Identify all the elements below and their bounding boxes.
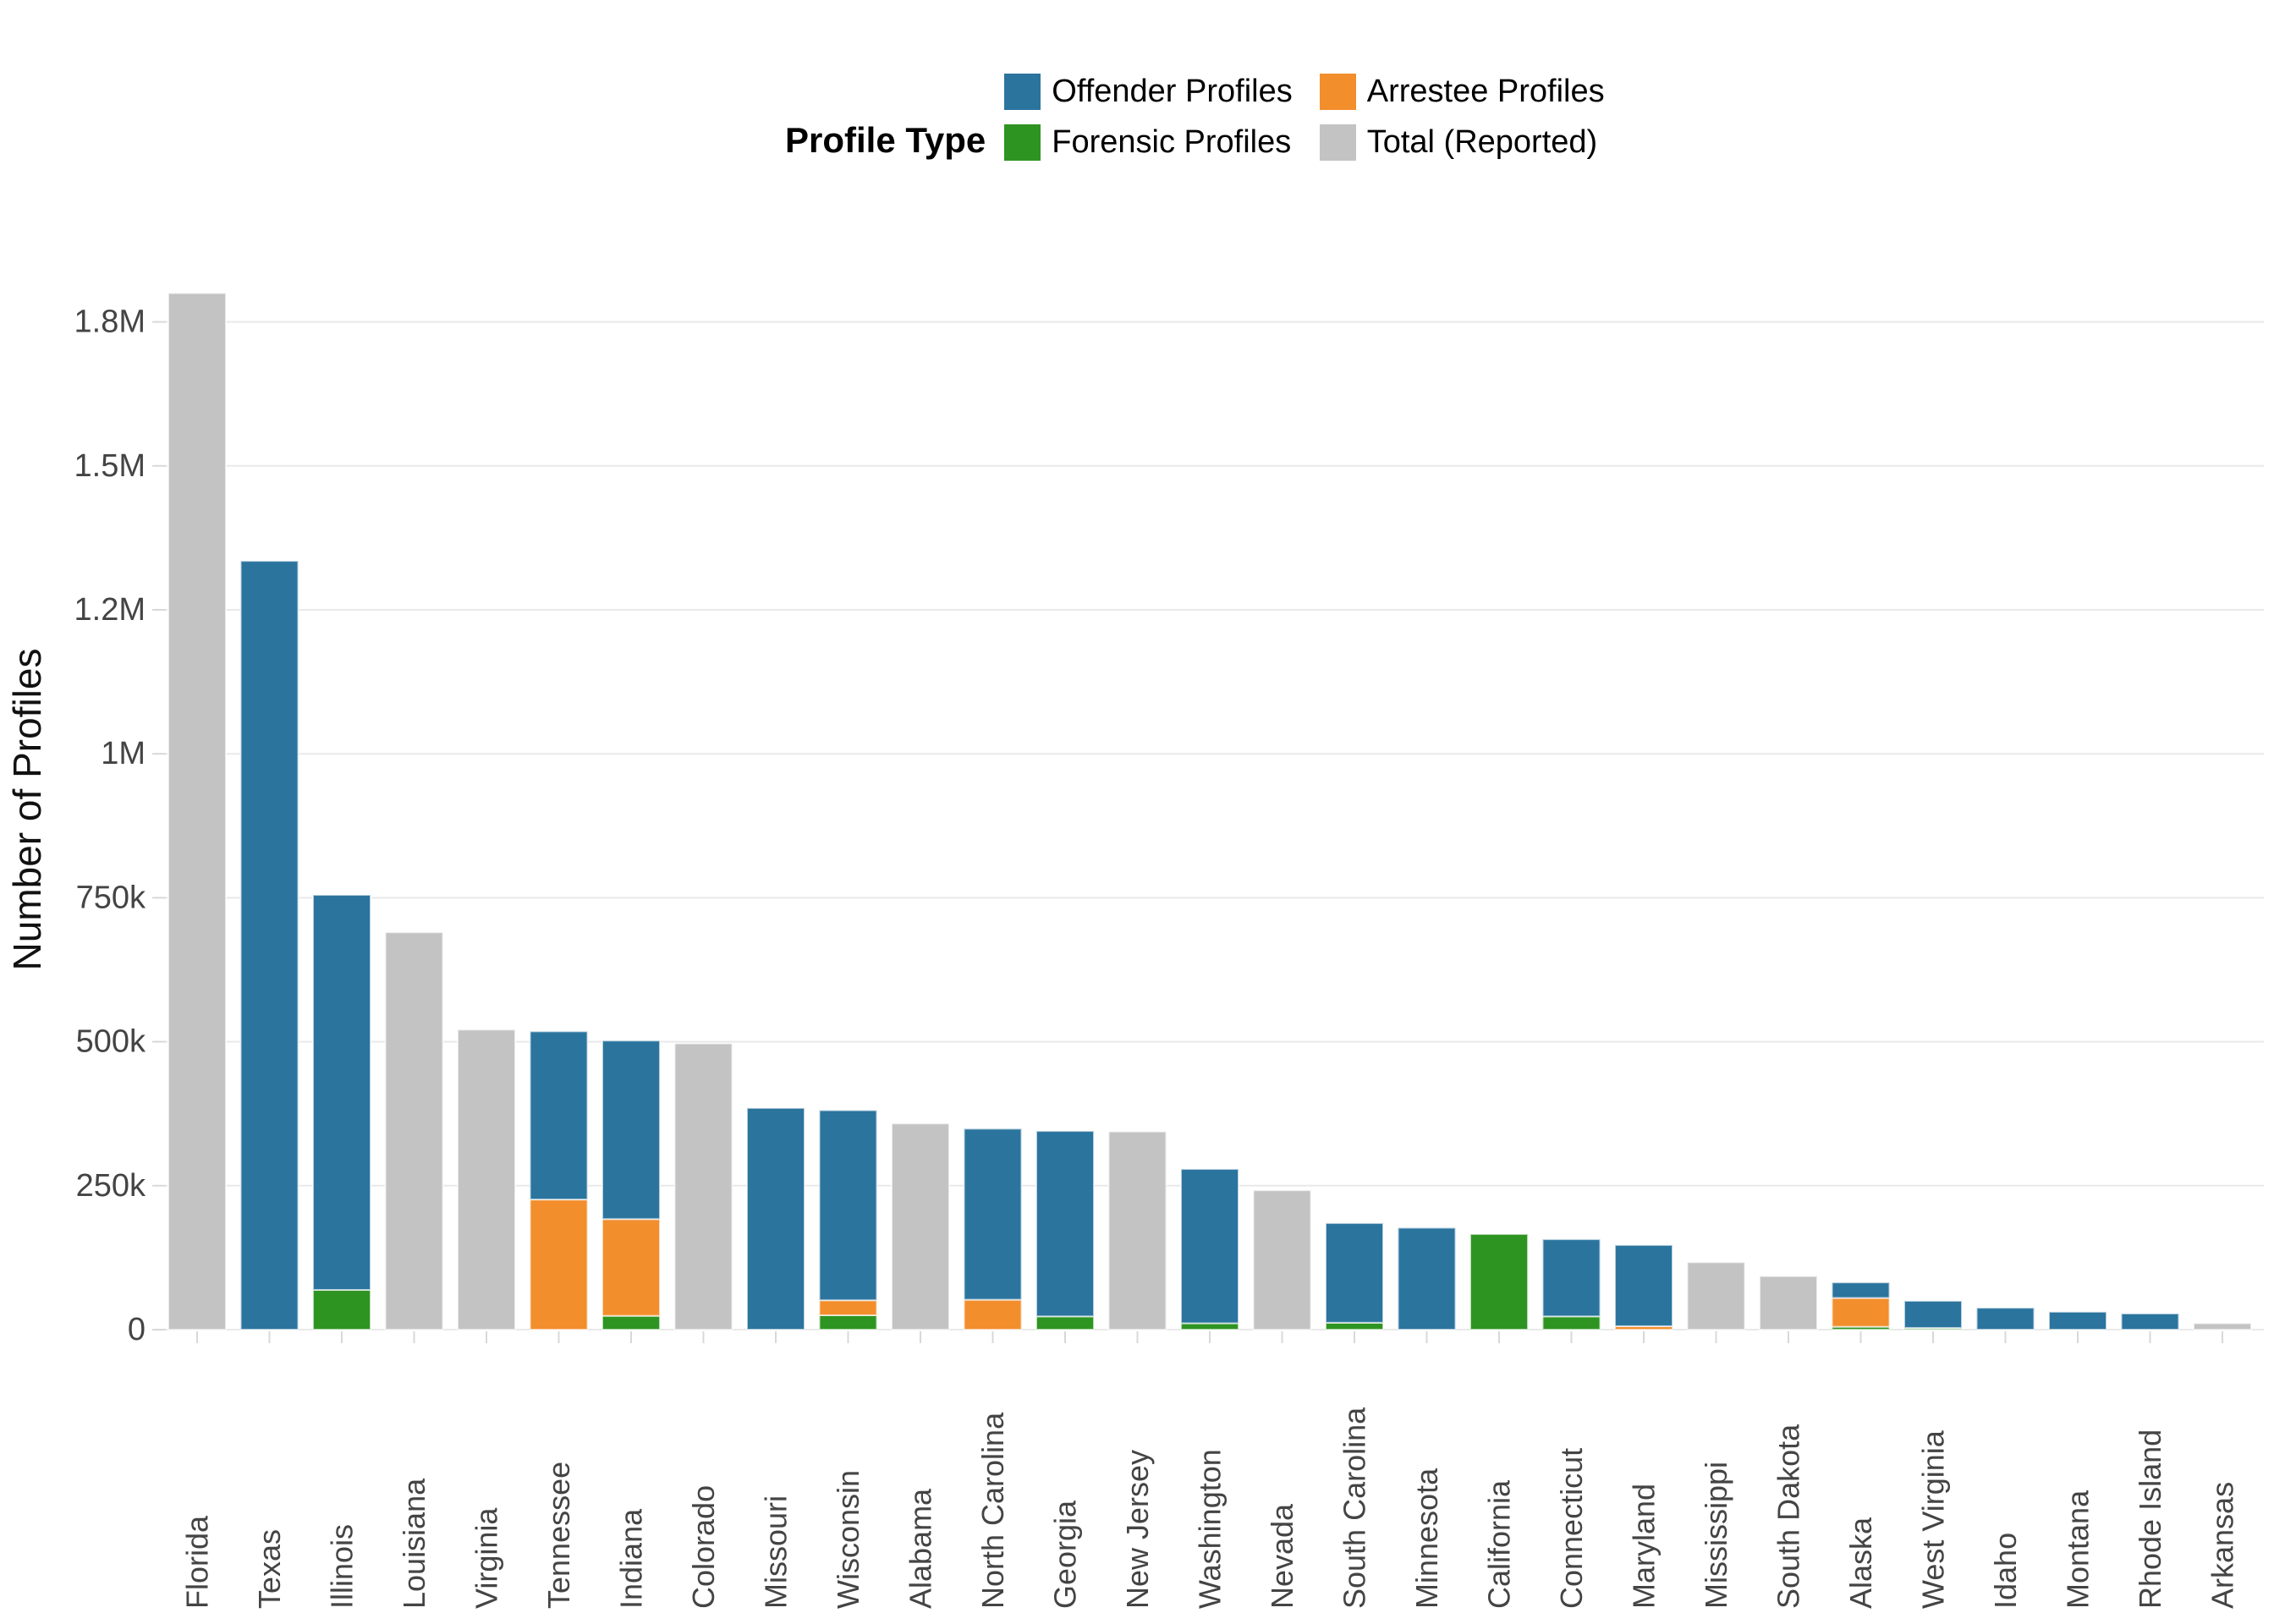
legend-label-forensic: Forensic Profiles [1052, 124, 1292, 160]
bar-segment-wisconsin-offender-profiles [818, 1109, 878, 1302]
x-tick-label-rhode-island: Rhode Island [2133, 1429, 2167, 1609]
x-tick-label-alabama: Alabama [904, 1488, 938, 1609]
bar-segment-indiana-arrestee-profiles [601, 1218, 661, 1317]
bar-segment-indiana-forensic-profiles [601, 1314, 661, 1330]
legend-title: Profile Type [785, 120, 986, 160]
x-tick-label-north-carolina: North Carolina [975, 1412, 1010, 1609]
total-reported-swatch-icon [1319, 123, 1356, 161]
x-tick-label-washington: Washington [1193, 1449, 1228, 1609]
legend-label-total: Total (Reported) [1366, 124, 1598, 160]
bar-segment-connecticut-offender-profiles [1541, 1238, 1601, 1318]
bar-segment-wisconsin-forensic-profiles [818, 1314, 878, 1330]
x-tick-label-minnesota: Minnesota [1409, 1468, 1444, 1609]
x-tick-label-illinois: Illinois [325, 1524, 360, 1609]
x-tick-label-colorado: Colorado [686, 1485, 721, 1609]
x-tick-label-florida: Florida [180, 1515, 215, 1609]
bar-segment-mississippi-total-reported- [1686, 1261, 1746, 1331]
bar-segment-south-dakota-total-reported- [1759, 1275, 1818, 1330]
bar-segment-georgia-offender-profiles [1035, 1130, 1095, 1318]
x-tick-label-idaho: Idaho [1988, 1533, 2023, 1609]
y-tick-label-500k: 500k [76, 1024, 146, 1060]
bar-segment-washington-offender-profiles [1180, 1168, 1239, 1325]
x-tick-label-south-dakota: South Dakota [1771, 1424, 1806, 1609]
x-tick-label-nevada: Nevada [1265, 1503, 1299, 1609]
x-tick-label-maryland: Maryland [1627, 1484, 1662, 1609]
bar-segment-colorado-total-reported- [673, 1042, 733, 1331]
x-tick-label-south-carolina: South Carolina [1337, 1407, 1372, 1609]
bar-segment-rhode-island-offender-profiles [2120, 1312, 2180, 1331]
x-tick-label-connecticut: Connecticut [1554, 1448, 1589, 1609]
x-tick-label-new-jersey: New Jersey [1120, 1450, 1155, 1609]
y-tick-label-0: 0 [128, 1312, 146, 1347]
x-tick-label-mississippi: Mississippi [1699, 1462, 1733, 1609]
x-tick-label-louisiana: Louisiana [397, 1478, 431, 1609]
bar-segment-louisiana-total-reported- [384, 931, 444, 1331]
bar-segment-alaska-offender-profiles [1831, 1281, 1891, 1299]
bar-segment-illinois-offender-profiles [312, 893, 371, 1292]
bar-segment-missouri-offender-profiles [746, 1106, 805, 1330]
x-tick-label-arkansas: Arkansas [2205, 1482, 2240, 1609]
y-tick-label-1-8m: 1.8M [74, 304, 146, 340]
bar-segment-washington-forensic-profiles [1180, 1322, 1239, 1331]
bar-segment-connecticut-forensic-profiles [1541, 1315, 1601, 1330]
x-tick-label-alaska: Alaska [1843, 1517, 1878, 1609]
bar-segment-south-carolina-offender-profiles [1325, 1222, 1384, 1324]
x-tick-label-wisconsin: Wisconsin [831, 1470, 865, 1609]
forensic-profiles-swatch-icon [1004, 123, 1041, 161]
bar-segment-arkansas-total-reported- [2193, 1322, 2252, 1331]
bar-segment-virginia-total-reported- [457, 1029, 516, 1331]
x-tick-label-virginia: Virginia [470, 1507, 504, 1609]
bar-segment-south-carolina-forensic-profiles [1325, 1321, 1384, 1331]
bar-segment-tennessee-offender-profiles [529, 1030, 589, 1201]
legend-item-total-reported[interactable]: Total (Reported) [1319, 123, 1605, 161]
legend-item-offender-profiles[interactable]: Offender Profiles [1004, 73, 1293, 110]
bar-segment-wisconsin-arrestee-profiles [818, 1299, 878, 1316]
y-tick-label-1-2m: 1.2M [74, 592, 146, 628]
bar-segment-florida-total-reported- [168, 292, 227, 1330]
legend-item-forensic-profiles[interactable]: Forensic Profiles [1004, 123, 1292, 161]
x-tick-label-missouri: Missouri [759, 1495, 794, 1609]
bar-segment-georgia-forensic-profiles [1035, 1315, 1095, 1330]
bar-segment-indiana-offender-profiles [601, 1040, 661, 1221]
bar-segment-north-carolina-arrestee-profiles [963, 1298, 1023, 1330]
x-tick-label-tennessee: Tennessee [541, 1462, 576, 1609]
x-tick-label-west-virginia: West Virginia [1916, 1429, 1951, 1609]
y-tick-label-750k: 750k [76, 880, 146, 915]
x-tick-label-california: California [1482, 1479, 1517, 1609]
bar-segment-maryland-offender-profiles [1614, 1243, 1673, 1327]
bar-segment-california-forensic-profiles [1469, 1232, 1529, 1330]
bar-segment-west-virginia-offender-profiles [1903, 1299, 1963, 1329]
bar-segment-alabama-total-reported- [891, 1122, 950, 1330]
legend-label-offender: Offender Profiles [1052, 74, 1293, 109]
legend-items: Offender Profiles Arrestee Profiles Fore… [1004, 73, 1605, 161]
y-tick-label-1-5m: 1.5M [74, 448, 146, 484]
bar-segment-new-jersey-total-reported- [1107, 1130, 1167, 1331]
bar-segment-north-carolina-offender-profiles [963, 1127, 1023, 1301]
x-tick-label-texas: Texas [252, 1529, 287, 1609]
x-tick-label-indiana: Indiana [614, 1508, 649, 1609]
x-tick-label-georgia: Georgia [1048, 1500, 1083, 1609]
y-tick-label-250k: 250k [76, 1168, 146, 1204]
y-axis-title: Number of Profiles [5, 649, 49, 971]
legend-label-arrestee: Arrestee Profiles [1366, 74, 1605, 109]
legend-item-arrestee-profiles[interactable]: Arrestee Profiles [1319, 73, 1605, 110]
arrestee-profiles-swatch-icon [1319, 73, 1356, 110]
bar-segment-alaska-arrestee-profiles [1831, 1297, 1891, 1328]
bar-segment-idaho-offender-profiles [1975, 1307, 2035, 1331]
bar-segment-illinois-forensic-profiles [312, 1289, 371, 1330]
bar-segment-montana-offender-profiles [2048, 1310, 2107, 1330]
bar-segment-nevada-total-reported- [1252, 1189, 1312, 1331]
bar-segment-tennessee-arrestee-profiles [529, 1199, 589, 1330]
legend: Profile Type Offender Profiles Arrestee … [785, 73, 1605, 161]
bar-segment-texas-offender-profiles [239, 560, 299, 1330]
bar-segment-minnesota-offender-profiles [1397, 1226, 1457, 1331]
offender-profiles-swatch-icon [1004, 73, 1041, 110]
x-tick-label-montana: Montana [2061, 1490, 2095, 1609]
y-tick-label-1m: 1M [101, 736, 146, 771]
